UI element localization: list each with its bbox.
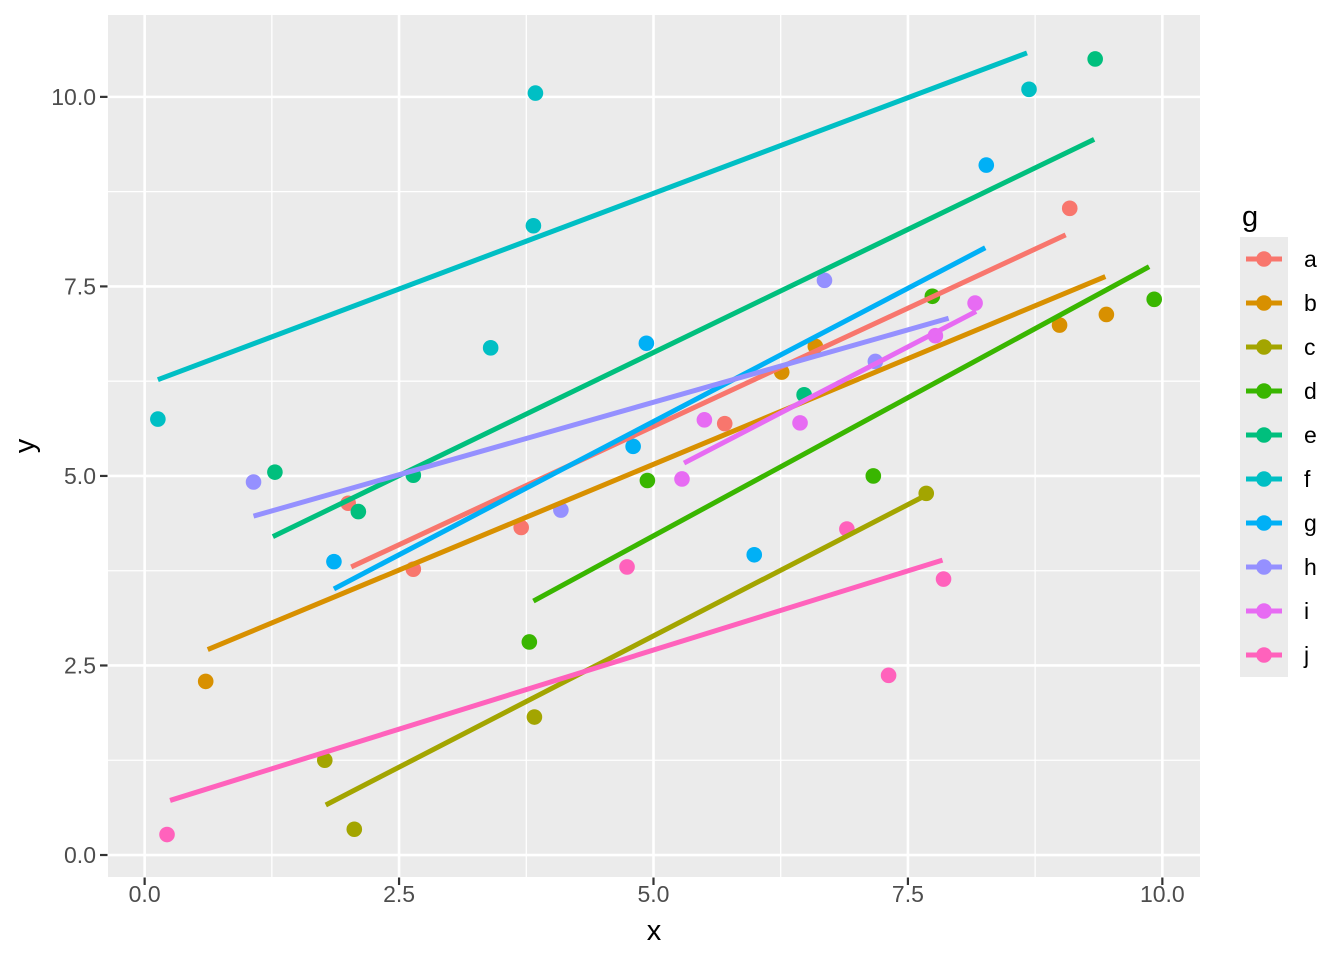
- trend-line-h: [252, 315, 950, 519]
- data-point-e: [1087, 51, 1103, 67]
- trend-line-b: [206, 274, 1107, 652]
- data-point-j: [159, 826, 175, 843]
- legend-entry-c: c: [1240, 325, 1316, 369]
- x-axis: 0.0 2.5 5.0 7.5 10.0: [129, 877, 1185, 907]
- y-axis: 0.0 2.5 5.0 7.5 10.0: [51, 84, 108, 868]
- trend-line-d: [532, 264, 1151, 604]
- legend-key-point: [1256, 427, 1272, 443]
- legend-entry-a: a: [1240, 237, 1317, 281]
- legend-key-point: [1256, 471, 1272, 487]
- trend-line-i: [682, 309, 978, 466]
- data-point-f: [525, 217, 542, 234]
- data-point-f: [482, 340, 499, 356]
- data-point-j: [935, 571, 952, 587]
- series-points-f: [150, 81, 1037, 427]
- data-point-d: [639, 472, 656, 489]
- data-point-c: [316, 752, 333, 769]
- legend-entry-d: d: [1240, 369, 1317, 413]
- x-tick-label: 5.0: [637, 881, 669, 907]
- y-tick-label: 7.5: [64, 273, 96, 299]
- x-tick-label: 2.5: [383, 881, 415, 907]
- x-tick-label: 7.5: [892, 881, 924, 907]
- data-point-c: [526, 709, 543, 725]
- trend-line-c: [324, 493, 927, 808]
- legend-label-i: i: [1304, 598, 1309, 624]
- legend-label-b: b: [1304, 290, 1317, 316]
- legend-label-f: f: [1304, 466, 1311, 492]
- legend-entry-f: f: [1240, 457, 1311, 501]
- data-point-i: [967, 295, 983, 311]
- trend-lines-layer: [156, 50, 1151, 808]
- legend-label-e: e: [1304, 422, 1317, 448]
- data-point-g: [978, 157, 995, 173]
- data-point-d: [521, 634, 538, 650]
- data-point-a: [716, 415, 733, 432]
- y-tick-label: 5.0: [64, 463, 96, 489]
- legend-entry-e: e: [1240, 413, 1317, 457]
- series-points-i: [674, 295, 983, 487]
- legend-label-g: g: [1304, 510, 1317, 536]
- x-tick-label: 10.0: [1140, 881, 1185, 907]
- data-point-f: [1021, 81, 1037, 98]
- legend-key-point: [1256, 383, 1272, 399]
- data-point-i: [696, 412, 713, 428]
- data-point-g: [625, 438, 641, 455]
- data-point-d: [865, 468, 882, 484]
- data-point-d: [1146, 291, 1163, 308]
- legend-label-j: j: [1303, 642, 1309, 668]
- legend-title: g: [1242, 201, 1258, 233]
- y-tick-label: 10.0: [51, 84, 96, 110]
- trend-line-g: [332, 245, 987, 592]
- data-point-b: [1098, 306, 1115, 323]
- legend-entry-h: h: [1240, 545, 1317, 589]
- legend-key-point: [1256, 251, 1272, 267]
- data-point-e: [350, 503, 367, 520]
- legend-key-point: [1256, 339, 1272, 355]
- series-points-g: [326, 157, 995, 570]
- legend-label-h: h: [1304, 554, 1317, 580]
- data-point-e: [267, 464, 283, 480]
- data-point-f: [527, 85, 544, 101]
- legend-key-point: [1256, 603, 1272, 619]
- data-point-b: [197, 673, 214, 690]
- y-tick-label: 2.5: [64, 652, 96, 678]
- data-point-c: [346, 821, 363, 838]
- legend-key-point: [1256, 295, 1272, 311]
- legend-key-point: [1256, 515, 1272, 531]
- legend-label-c: c: [1304, 334, 1316, 360]
- data-point-b: [1051, 317, 1068, 333]
- trend-line-j: [169, 557, 944, 803]
- trend-line-a: [350, 232, 1067, 570]
- y-tick-label: 0.0: [64, 842, 96, 868]
- trend-line-f: [156, 50, 1028, 383]
- legend-label-a: a: [1304, 246, 1317, 272]
- legend-entry-i: i: [1240, 589, 1309, 633]
- data-point-j: [880, 667, 897, 684]
- x-axis-title: x: [647, 915, 662, 947]
- data-point-h: [816, 272, 833, 289]
- data-point-j: [619, 559, 635, 575]
- legend-key-point: [1256, 559, 1272, 575]
- data-point-g: [746, 546, 763, 563]
- x-tick-label: 0.0: [129, 881, 161, 907]
- legend-label-d: d: [1304, 378, 1317, 404]
- data-point-f: [150, 411, 166, 427]
- legend-key-point: [1256, 647, 1272, 663]
- data-point-a: [1061, 200, 1078, 217]
- legend-entry-g: g: [1240, 501, 1317, 545]
- data-point-h: [245, 474, 262, 490]
- data-point-i: [792, 415, 808, 431]
- grid-major: [108, 15, 1200, 877]
- data-point-g: [638, 335, 655, 352]
- data-point-i: [674, 471, 690, 487]
- legend-entry-j: j: [1240, 633, 1309, 677]
- y-axis-title: y: [9, 438, 41, 453]
- legend-entry-b: b: [1240, 281, 1317, 325]
- data-point-g: [326, 553, 342, 570]
